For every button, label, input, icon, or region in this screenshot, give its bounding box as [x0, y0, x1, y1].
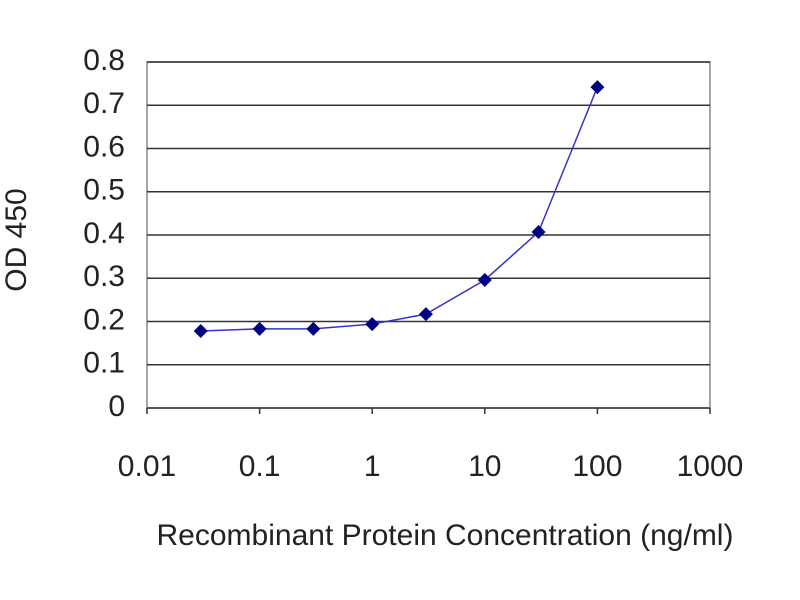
y-tick-label: 0.7 [83, 87, 125, 120]
y-tick-label: 0.6 [83, 130, 125, 163]
x-tick-label: 1000 [677, 450, 744, 483]
x-tick-label: 0.01 [118, 450, 176, 483]
data-point [306, 321, 321, 336]
data-point [365, 317, 380, 332]
y-axis-label: OD 450 [0, 188, 33, 291]
data-point [531, 224, 546, 239]
data-point [590, 80, 605, 95]
x-tick-label: 1 [364, 450, 381, 483]
data-point [252, 321, 267, 336]
data-point [193, 324, 208, 339]
y-tick-label: 0.4 [83, 217, 125, 250]
y-tick-label: 0.1 [83, 347, 125, 380]
data-point [477, 272, 492, 287]
y-tick-label: 0.5 [83, 174, 125, 207]
y-tick-label: 0.3 [83, 260, 125, 293]
data-point [418, 307, 433, 322]
x-axis-label: Recombinant Protein Concentration (ng/ml… [157, 519, 734, 552]
y-tick-label: 0.2 [83, 303, 125, 336]
data-line [200, 86, 599, 332]
y-tick-label: 0.8 [83, 44, 125, 77]
x-tick-label: 0.1 [239, 450, 281, 483]
y-tick-label: 0 [108, 390, 125, 423]
x-tick-label: 10 [468, 450, 501, 483]
x-tick-label: 100 [572, 450, 622, 483]
